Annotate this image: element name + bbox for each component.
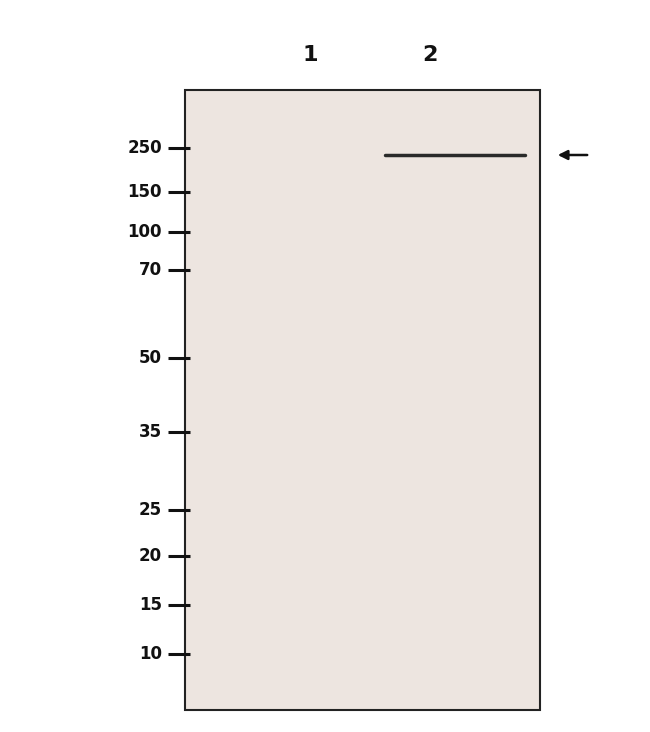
Text: 250: 250 [127, 139, 162, 157]
Text: 100: 100 [127, 223, 162, 241]
Text: 1: 1 [302, 45, 318, 65]
Text: 70: 70 [139, 261, 162, 279]
Text: 35: 35 [139, 423, 162, 441]
Bar [185, 90, 540, 710]
Text: 10: 10 [139, 645, 162, 663]
Text: 25: 25 [139, 501, 162, 519]
Text: 50: 50 [139, 349, 162, 367]
Text: 20: 20 [139, 547, 162, 565]
Text: 15: 15 [139, 596, 162, 614]
Text: 2: 2 [422, 45, 437, 65]
Text: 150: 150 [127, 183, 162, 201]
